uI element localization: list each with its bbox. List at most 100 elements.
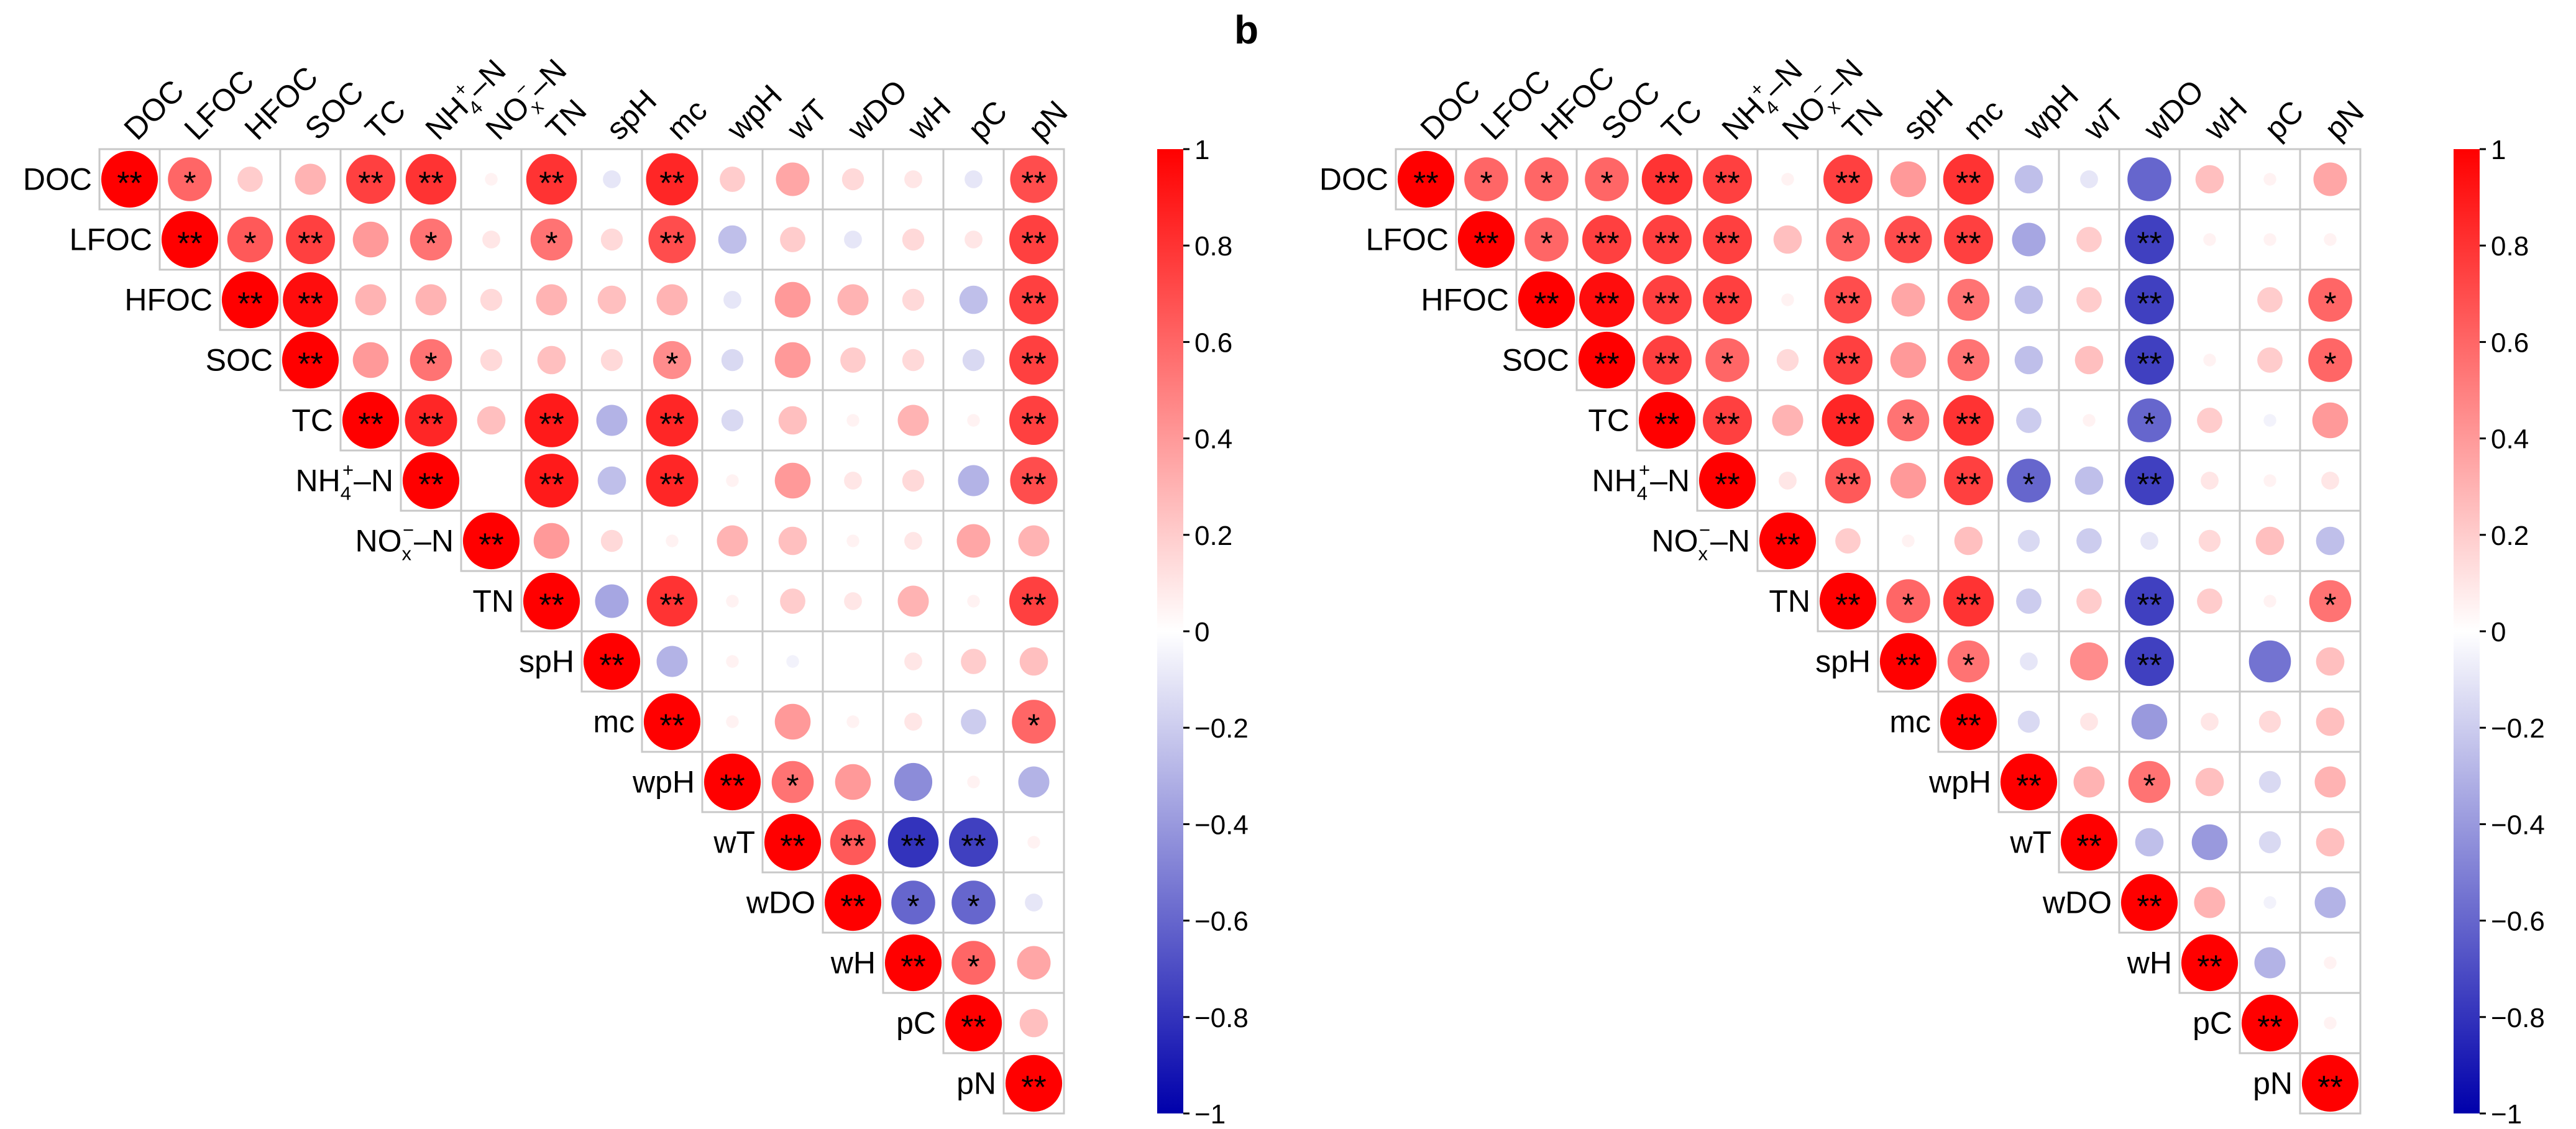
correlation-circle bbox=[2312, 402, 2349, 439]
correlation-circle bbox=[526, 153, 577, 205]
correlation-circle bbox=[2000, 753, 2058, 811]
correlation-circle bbox=[2248, 640, 2291, 683]
significance-mark: ** bbox=[1956, 166, 1981, 202]
label-part: wpH bbox=[632, 765, 695, 800]
correlation-circle bbox=[462, 512, 520, 570]
correlation-circle bbox=[1582, 215, 1631, 264]
correlation-circle bbox=[2316, 707, 2345, 736]
significance-mark: * bbox=[786, 769, 799, 805]
significance-mark: ** bbox=[2137, 226, 2161, 262]
significance-mark: ** bbox=[298, 286, 323, 322]
label-part: NO bbox=[355, 524, 401, 559]
label-part: –N bbox=[354, 464, 393, 498]
correlation-circle bbox=[723, 291, 741, 309]
significance-mark: ** bbox=[2257, 1010, 2282, 1046]
correlation-circle bbox=[282, 331, 339, 389]
correlation-circle bbox=[1018, 766, 1050, 798]
significance-mark: ** bbox=[1654, 166, 1679, 202]
significance-mark: ** bbox=[358, 166, 383, 202]
correlation-circle bbox=[1943, 575, 1994, 627]
significance-mark: * bbox=[2143, 769, 2155, 805]
correlation-circle bbox=[967, 595, 980, 608]
significance-mark: ** bbox=[2137, 588, 2161, 624]
column-label: wDO bbox=[2137, 73, 2211, 147]
correlation-circle bbox=[2203, 233, 2216, 246]
column-label: spH bbox=[1896, 83, 1960, 146]
correlation-circle bbox=[1703, 215, 1752, 264]
correlation-circle bbox=[1019, 647, 1048, 676]
correlation-circle bbox=[2194, 887, 2225, 918]
colorbar-tick-label: −0.8 bbox=[1194, 1003, 1249, 1033]
correlation-circle bbox=[2195, 165, 2224, 194]
correlation-circle bbox=[2181, 934, 2239, 992]
label-part: DOC bbox=[117, 73, 191, 147]
label-part: LFOC bbox=[70, 222, 152, 257]
correlation-circle bbox=[221, 271, 279, 329]
column-label: mc bbox=[1956, 93, 2010, 147]
correlation-circle bbox=[902, 228, 925, 251]
correlation-circle bbox=[1835, 528, 1861, 554]
row-label: LFOC bbox=[1366, 222, 1449, 257]
significance-mark: ** bbox=[659, 407, 684, 443]
correlation-circle bbox=[844, 592, 862, 610]
correlation-circle bbox=[1010, 457, 1058, 505]
correlation-circle bbox=[774, 281, 811, 318]
label-part: x bbox=[1698, 543, 1708, 565]
correlation-circle bbox=[1954, 526, 1983, 555]
correlation-circle bbox=[841, 168, 864, 191]
correlation-circle bbox=[2125, 577, 2174, 626]
label-part: wDO bbox=[840, 73, 914, 147]
label-part: –N bbox=[1710, 524, 1750, 559]
correlation-circle bbox=[537, 345, 566, 375]
correlation-circle bbox=[704, 753, 761, 811]
label-part: wH bbox=[830, 946, 876, 980]
correlation-circle bbox=[1009, 336, 1058, 385]
label-part: spH bbox=[1815, 644, 1871, 679]
correlation-circle bbox=[352, 342, 389, 378]
correlation-circle bbox=[2076, 588, 2102, 614]
correlation-circle bbox=[726, 715, 739, 728]
row-label: pC bbox=[2193, 1006, 2232, 1041]
significance-mark: * bbox=[1027, 708, 1040, 744]
row-label: TC bbox=[291, 403, 333, 438]
correlation-circle bbox=[1641, 153, 1693, 205]
label-part: − bbox=[1699, 519, 1710, 541]
correlation-circle bbox=[227, 216, 273, 263]
correlation-circle bbox=[2014, 285, 2043, 314]
correlation-circle bbox=[530, 218, 573, 261]
correlation-circle bbox=[2257, 347, 2283, 373]
correlation-circle bbox=[648, 216, 696, 263]
correlation-circle bbox=[523, 572, 580, 630]
correlation-circle bbox=[1776, 349, 1799, 372]
correlation-circle bbox=[904, 170, 922, 188]
correlation-circle bbox=[525, 454, 579, 508]
correlation-circle bbox=[1397, 150, 1455, 208]
label-part: wT bbox=[780, 93, 834, 147]
significance-mark: ** bbox=[1021, 166, 1046, 202]
correlation-circle bbox=[780, 227, 805, 252]
significance-mark: ** bbox=[298, 347, 323, 383]
correlation-circle bbox=[1705, 338, 1749, 382]
correlation-circle bbox=[1772, 405, 1804, 436]
significance-mark: * bbox=[1902, 588, 1914, 624]
significance-mark: ** bbox=[2137, 347, 2161, 383]
significance-mark: ** bbox=[1654, 286, 1679, 322]
correlation-circle bbox=[1826, 217, 1870, 262]
label-part: + bbox=[1639, 459, 1650, 481]
column-label: LFOC bbox=[1474, 63, 1557, 147]
label-part: wDO bbox=[2137, 73, 2211, 147]
significance-mark: ** bbox=[1474, 226, 1498, 262]
correlation-circle bbox=[2016, 408, 2042, 433]
correlation-circle bbox=[1947, 339, 1990, 382]
label-part: LFOC bbox=[1366, 222, 1449, 257]
correlation-circle bbox=[596, 405, 628, 436]
correlation-circle bbox=[726, 595, 739, 608]
colorbar-tick-label: −1 bbox=[1194, 1099, 1226, 1126]
correlation-circle bbox=[346, 155, 395, 204]
correlation-circle bbox=[1518, 271, 1575, 329]
correlation-circle bbox=[2255, 526, 2285, 555]
significance-mark: ** bbox=[1021, 347, 1046, 383]
correlation-circle bbox=[786, 655, 799, 668]
correlation-circle bbox=[2308, 278, 2352, 322]
correlation-circle bbox=[1009, 275, 1058, 324]
